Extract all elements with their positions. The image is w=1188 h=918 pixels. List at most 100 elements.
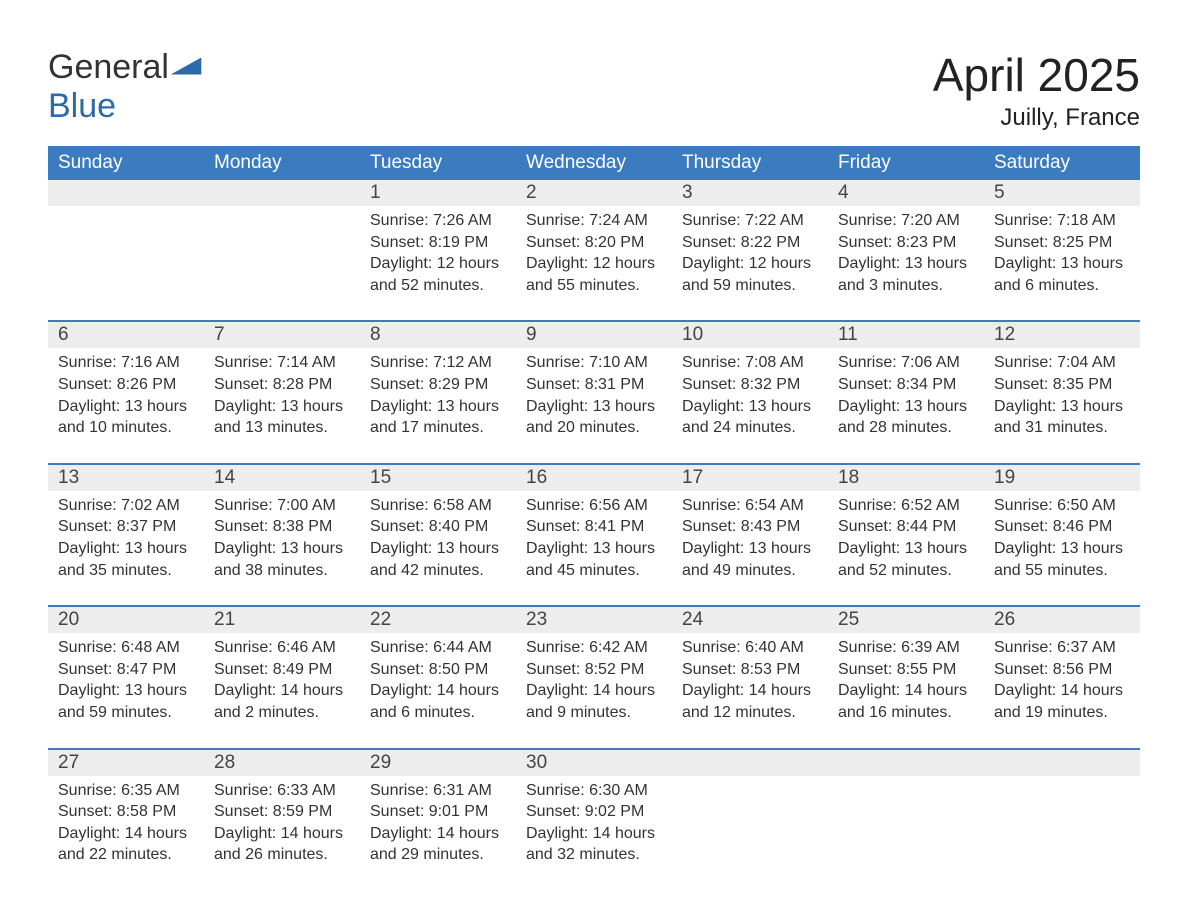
sunrise-text: Sunrise: 6:46 AM: [214, 637, 350, 659]
day-number: 5: [984, 180, 1140, 206]
calendar: SundayMondayTuesdayWednesdayThursdayFrid…: [48, 146, 1140, 872]
day-number: 23: [516, 607, 672, 633]
day-number: 24: [672, 607, 828, 633]
daynum-row: 27282930: [48, 750, 1140, 776]
day-number: 1: [360, 180, 516, 206]
daylight-text: Daylight: 13 hours and 17 minutes.: [370, 396, 506, 439]
triangle-logo-icon: [169, 48, 203, 86]
sunrise-text: Sunrise: 6:37 AM: [994, 637, 1130, 659]
weekday-label: Tuesday: [360, 146, 516, 180]
day-cell: Sunrise: 6:48 AMSunset: 8:47 PMDaylight:…: [48, 633, 204, 729]
daylight-text: Daylight: 14 hours and 9 minutes.: [526, 680, 662, 723]
title-block: April 2025 Juilly, France: [933, 48, 1140, 132]
sunset-text: Sunset: 8:40 PM: [370, 516, 506, 538]
sunset-text: Sunset: 8:50 PM: [370, 659, 506, 681]
daynum-row: 13141516171819: [48, 465, 1140, 491]
day-cell: Sunrise: 6:37 AMSunset: 8:56 PMDaylight:…: [984, 633, 1140, 729]
daylight-text: Daylight: 13 hours and 38 minutes.: [214, 538, 350, 581]
day-cell: Sunrise: 7:18 AMSunset: 8:25 PMDaylight:…: [984, 206, 1140, 302]
sunrise-text: Sunrise: 6:58 AM: [370, 495, 506, 517]
day-number: 16: [516, 465, 672, 491]
sunset-text: Sunset: 8:19 PM: [370, 232, 506, 254]
daylight-text: Daylight: 13 hours and 31 minutes.: [994, 396, 1130, 439]
daylight-text: Daylight: 13 hours and 3 minutes.: [838, 253, 974, 296]
location: Juilly, France: [933, 104, 1140, 132]
sunrise-text: Sunrise: 7:08 AM: [682, 352, 818, 374]
day-number: 25: [828, 607, 984, 633]
day-number: 19: [984, 465, 1140, 491]
sunrise-text: Sunrise: 6:30 AM: [526, 780, 662, 802]
day-cell: Sunrise: 7:10 AMSunset: 8:31 PMDaylight:…: [516, 348, 672, 444]
daylight-text: Daylight: 13 hours and 13 minutes.: [214, 396, 350, 439]
day-cell: Sunrise: 6:46 AMSunset: 8:49 PMDaylight:…: [204, 633, 360, 729]
sunset-text: Sunset: 8:37 PM: [58, 516, 194, 538]
sunrise-text: Sunrise: 6:50 AM: [994, 495, 1130, 517]
daynum-row: 20212223242526: [48, 607, 1140, 633]
day-number: [48, 180, 204, 206]
sunrise-text: Sunrise: 7:24 AM: [526, 210, 662, 232]
daylight-text: Daylight: 14 hours and 2 minutes.: [214, 680, 350, 723]
day-cell: Sunrise: 7:00 AMSunset: 8:38 PMDaylight:…: [204, 491, 360, 587]
sunrise-text: Sunrise: 6:35 AM: [58, 780, 194, 802]
day-cell: Sunrise: 6:39 AMSunset: 8:55 PMDaylight:…: [828, 633, 984, 729]
daylight-text: Daylight: 13 hours and 10 minutes.: [58, 396, 194, 439]
day-body-row: Sunrise: 6:35 AMSunset: 8:58 PMDaylight:…: [48, 776, 1140, 872]
day-number: 17: [672, 465, 828, 491]
logo-text: General Blue: [48, 48, 203, 126]
logo-general: General: [48, 48, 169, 86]
sunrise-text: Sunrise: 6:54 AM: [682, 495, 818, 517]
day-number: 26: [984, 607, 1140, 633]
day-number: 13: [48, 465, 204, 491]
daylight-text: Daylight: 13 hours and 52 minutes.: [838, 538, 974, 581]
daylight-text: Daylight: 14 hours and 12 minutes.: [682, 680, 818, 723]
sunset-text: Sunset: 8:58 PM: [58, 801, 194, 823]
weekday-label: Sunday: [48, 146, 204, 180]
month-title: April 2025: [933, 48, 1140, 102]
sunrise-text: Sunrise: 6:42 AM: [526, 637, 662, 659]
day-body-row: Sunrise: 7:26 AMSunset: 8:19 PM Daylight:…: [48, 206, 1140, 302]
sunset-text: Sunset: 8:49 PM: [214, 659, 350, 681]
daylight-text: Daylight: 12 hours and 59 minutes.: [682, 253, 818, 296]
sunrise-text: Sunrise: 6:40 AM: [682, 637, 818, 659]
daylight-text: Daylight: 14 hours and 19 minutes.: [994, 680, 1130, 723]
daynum-row: 12345: [48, 180, 1140, 206]
sunset-text: Sunset: 8:56 PM: [994, 659, 1130, 681]
day-number: 11: [828, 322, 984, 348]
sunset-text: Sunset: 8:55 PM: [838, 659, 974, 681]
day-number: [672, 750, 828, 776]
day-cell: Sunrise: 7:08 AMSunset: 8:32 PMDaylight:…: [672, 348, 828, 444]
daylight-text: Daylight: 12 hours and 55 minutes.: [526, 253, 662, 296]
weekday-label: Friday: [828, 146, 984, 180]
sunset-text: Sunset: 8:52 PM: [526, 659, 662, 681]
sunrise-text: Sunrise: 7:02 AM: [58, 495, 194, 517]
day-body-row: Sunrise: 6:48 AMSunset: 8:47 PMDaylight:…: [48, 633, 1140, 729]
sunrise-text: Sunrise: 6:33 AM: [214, 780, 350, 802]
day-number: 12: [984, 322, 1140, 348]
daylight-text: Daylight: 13 hours and 59 minutes.: [58, 680, 194, 723]
daylight-text: Daylight: 14 hours and 29 minutes.: [370, 823, 506, 866]
sunset-text: Sunset: 8:35 PM: [994, 374, 1130, 396]
logo-blue: Blue: [48, 87, 116, 125]
daylight-text: Daylight: 14 hours and 22 minutes.: [58, 823, 194, 866]
day-cell: Sunrise: 7:22 AMSunset: 8:22 PMDaylight:…: [672, 206, 828, 302]
day-number: 9: [516, 322, 672, 348]
sunset-text: Sunset: 8:34 PM: [838, 374, 974, 396]
daylight-text: Daylight: 13 hours and 35 minutes.: [58, 538, 194, 581]
day-cell: Sunrise: 7:16 AMSunset: 8:26 PMDaylight:…: [48, 348, 204, 444]
day-number: [204, 180, 360, 206]
day-cell: Sunrise: 7:04 AMSunset: 8:35 PMDaylight:…: [984, 348, 1140, 444]
weekday-label: Thursday: [672, 146, 828, 180]
day-number: 29: [360, 750, 516, 776]
day-cell: Sunrise: 6:58 AMSunset: 8:40 PMDaylight:…: [360, 491, 516, 587]
day-cell: Sunrise: 6:52 AMSunset: 8:44 PMDaylight:…: [828, 491, 984, 587]
daylight-text: Daylight: 14 hours and 26 minutes.: [214, 823, 350, 866]
sunrise-text: Sunrise: 7:06 AM: [838, 352, 974, 374]
day-body-row: Sunrise: 7:16 AMSunset: 8:26 PMDaylight:…: [48, 348, 1140, 444]
sunset-text: Sunset: 8:38 PM: [214, 516, 350, 538]
sunrise-text: Sunrise: 7:26 AM: [370, 210, 506, 232]
day-cell: Sunrise: 7:06 AMSunset: 8:34 PMDaylight:…: [828, 348, 984, 444]
weekday-header: SundayMondayTuesdayWednesdayThursdayFrid…: [48, 146, 1140, 180]
sunrise-text: Sunrise: 6:31 AM: [370, 780, 506, 802]
day-number: 28: [204, 750, 360, 776]
sunset-text: Sunset: 8:32 PM: [682, 374, 818, 396]
